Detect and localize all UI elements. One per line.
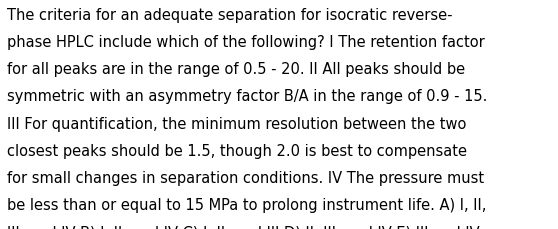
Text: III, and IV B) I, II, and IV C) I, II, and III D) II, III, and IV E) III and IV: III, and IV B) I, II, and IV C) I, II, a… — [7, 224, 480, 229]
Text: phase HPLC include which of the following? I The retention factor: phase HPLC include which of the followin… — [7, 35, 485, 50]
Text: The criteria for an adequate separation for isocratic reverse-: The criteria for an adequate separation … — [7, 8, 453, 23]
Text: closest peaks should be 1.5, though 2.0 is best to compensate: closest peaks should be 1.5, though 2.0 … — [7, 143, 467, 158]
Text: for small changes in separation conditions. IV The pressure must: for small changes in separation conditio… — [7, 170, 484, 185]
Text: III For quantification, the minimum resolution between the two: III For quantification, the minimum reso… — [7, 116, 466, 131]
Text: for all peaks are in the range of 0.5 - 20. II All peaks should be: for all peaks are in the range of 0.5 - … — [7, 62, 465, 77]
Text: be less than or equal to 15 MPa to prolong instrument life. A) I, II,: be less than or equal to 15 MPa to prolo… — [7, 197, 487, 212]
Text: symmetric with an asymmetry factor B/A in the range of 0.9 - 15.: symmetric with an asymmetry factor B/A i… — [7, 89, 488, 104]
